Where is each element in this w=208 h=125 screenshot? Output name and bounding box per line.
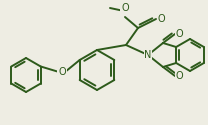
Text: N: N: [144, 50, 152, 60]
Text: O: O: [158, 14, 166, 24]
Text: O: O: [176, 71, 184, 81]
Text: O: O: [58, 67, 66, 77]
Text: O: O: [121, 3, 129, 13]
Text: O: O: [176, 29, 184, 39]
